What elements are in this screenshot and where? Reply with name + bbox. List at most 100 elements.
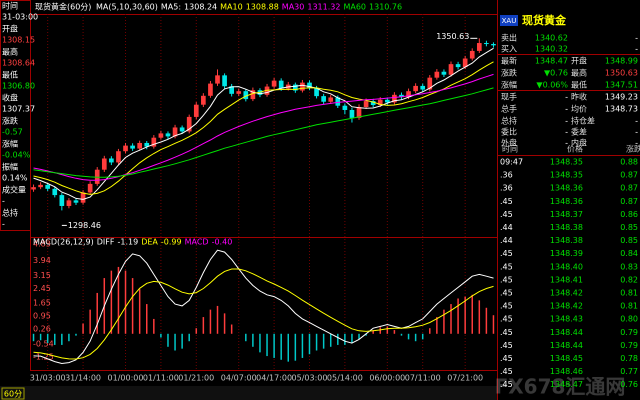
bottom-bar xyxy=(0,386,497,400)
trade-cell: 0.85 xyxy=(620,223,638,232)
x-tick-label: 05/03:00 xyxy=(292,374,328,383)
legend-value: 1310.76 xyxy=(369,3,402,12)
quote-symbol: XAU xyxy=(502,17,517,25)
period-label: 60分 xyxy=(4,390,22,399)
trade-cell: .45 xyxy=(500,249,513,258)
trade-cell: 1348.39 xyxy=(550,249,583,258)
candle-body xyxy=(335,97,341,106)
quote-value: - xyxy=(635,139,638,148)
y-tick-label: 0.95 xyxy=(33,312,51,321)
trade-cell: .45 xyxy=(500,275,513,284)
quote-label: 涨跌 xyxy=(501,68,517,78)
candle-body xyxy=(484,43,489,45)
quote-value: 1348.73 xyxy=(605,105,638,114)
trade-cell: .45 xyxy=(500,210,513,219)
legend-value: 1308.24 xyxy=(184,3,217,12)
trade-cell: 0.84 xyxy=(620,249,638,258)
quote-label: 开盘 xyxy=(571,56,587,66)
candle-body xyxy=(278,80,284,89)
trade-cell: 1348.36 xyxy=(550,197,583,206)
candle-body xyxy=(476,43,482,51)
quote-label: 卖出 xyxy=(501,33,517,43)
quote-label: 持仓差 xyxy=(571,116,595,126)
info-label: 收盘 xyxy=(2,93,18,103)
legend-name: MA30 xyxy=(282,3,305,12)
info-label: 涨跌 xyxy=(2,116,18,126)
info-value: - xyxy=(2,220,5,229)
quote-value: - xyxy=(635,34,638,43)
info-value: 31-03:00 xyxy=(2,13,38,22)
y-tick-label: 4.83 xyxy=(33,240,51,249)
candle-body xyxy=(293,84,298,91)
trade-cell: 1348.47 xyxy=(550,380,583,389)
trade-cell: 0.88 xyxy=(620,158,638,167)
quote-value: - xyxy=(565,139,568,148)
candle-body xyxy=(349,109,355,118)
trade-cell: 0.76 xyxy=(620,380,638,389)
trade-cell: 1348.38 xyxy=(550,223,583,232)
y-tick-label: 0.26 xyxy=(33,324,51,333)
candle-body xyxy=(116,151,121,163)
trade-cell: 09:47 xyxy=(500,158,523,167)
quote-value: - xyxy=(565,117,568,126)
trade-cell: 1348.40 xyxy=(550,262,583,271)
quote-label: 最低 xyxy=(571,80,587,90)
legend-value: -0.40 xyxy=(212,238,233,247)
quote-label: 总持 xyxy=(501,116,517,126)
candle-body xyxy=(434,71,440,78)
candle-body xyxy=(144,142,150,147)
quote-label: 昨收 xyxy=(571,92,587,102)
trade-cell: 1348.38 xyxy=(550,236,583,245)
x-tick-label: 06/00:00 xyxy=(369,374,405,383)
candle-body xyxy=(469,50,475,59)
ma-line xyxy=(33,87,494,178)
quote-value: - xyxy=(565,93,568,102)
quote-value: 1340.32 xyxy=(535,45,568,54)
quote-label: 委差 xyxy=(571,127,587,137)
x-tick-label: 01/00:00 xyxy=(108,374,144,383)
quote-label: 内盘 xyxy=(571,138,587,148)
quote-value: - xyxy=(635,117,638,126)
x-tick-label: 01/21:00 xyxy=(178,374,214,383)
quote-label: 委比 xyxy=(501,127,517,137)
candle-body xyxy=(307,82,312,88)
quote-value: 1349.23 xyxy=(605,93,638,102)
candle-body xyxy=(66,200,72,206)
candle-body xyxy=(413,85,418,92)
trade-cell: 0.87 xyxy=(620,184,638,193)
candle-body xyxy=(370,101,376,106)
info-label: 最高 xyxy=(2,47,18,57)
candle-body xyxy=(243,91,249,100)
candle-body xyxy=(363,101,369,108)
candle-body xyxy=(455,64,461,68)
trade-cell: 1348.44 xyxy=(550,341,583,350)
trade-cell: 0.81 xyxy=(620,302,638,311)
candle-body xyxy=(158,133,164,138)
trade-cell: 0.78 xyxy=(620,354,638,363)
info-value: - xyxy=(2,197,5,206)
trade-cell: 0.83 xyxy=(620,262,638,271)
candle-body xyxy=(229,86,234,94)
candle-body xyxy=(321,96,326,102)
candle-body xyxy=(137,142,143,149)
quote-label: 最高 xyxy=(571,68,587,78)
candle-body xyxy=(172,127,178,137)
trades-header: 涨跌 xyxy=(626,144,640,154)
legend-name: DIFF xyxy=(97,238,115,247)
ma-line xyxy=(33,61,494,195)
info-label: 振幅 xyxy=(2,162,18,172)
quote-value: 1350.63 xyxy=(605,69,638,78)
ma-line xyxy=(33,47,494,200)
candle-body xyxy=(73,200,79,203)
info-value: 0.14% xyxy=(2,174,28,183)
quote-value: - xyxy=(565,105,568,114)
watermark: FX678汇通网 xyxy=(495,375,626,399)
trade-cell: 0.79 xyxy=(620,341,638,350)
info-value: -0.04% xyxy=(2,151,31,160)
trade-cell: .45 xyxy=(500,328,513,337)
high-annotation: 1350.63 xyxy=(436,32,469,41)
macd-line xyxy=(33,249,494,365)
trade-cell: 0.82 xyxy=(620,275,638,284)
trade-cell: 1348.45 xyxy=(550,354,583,363)
